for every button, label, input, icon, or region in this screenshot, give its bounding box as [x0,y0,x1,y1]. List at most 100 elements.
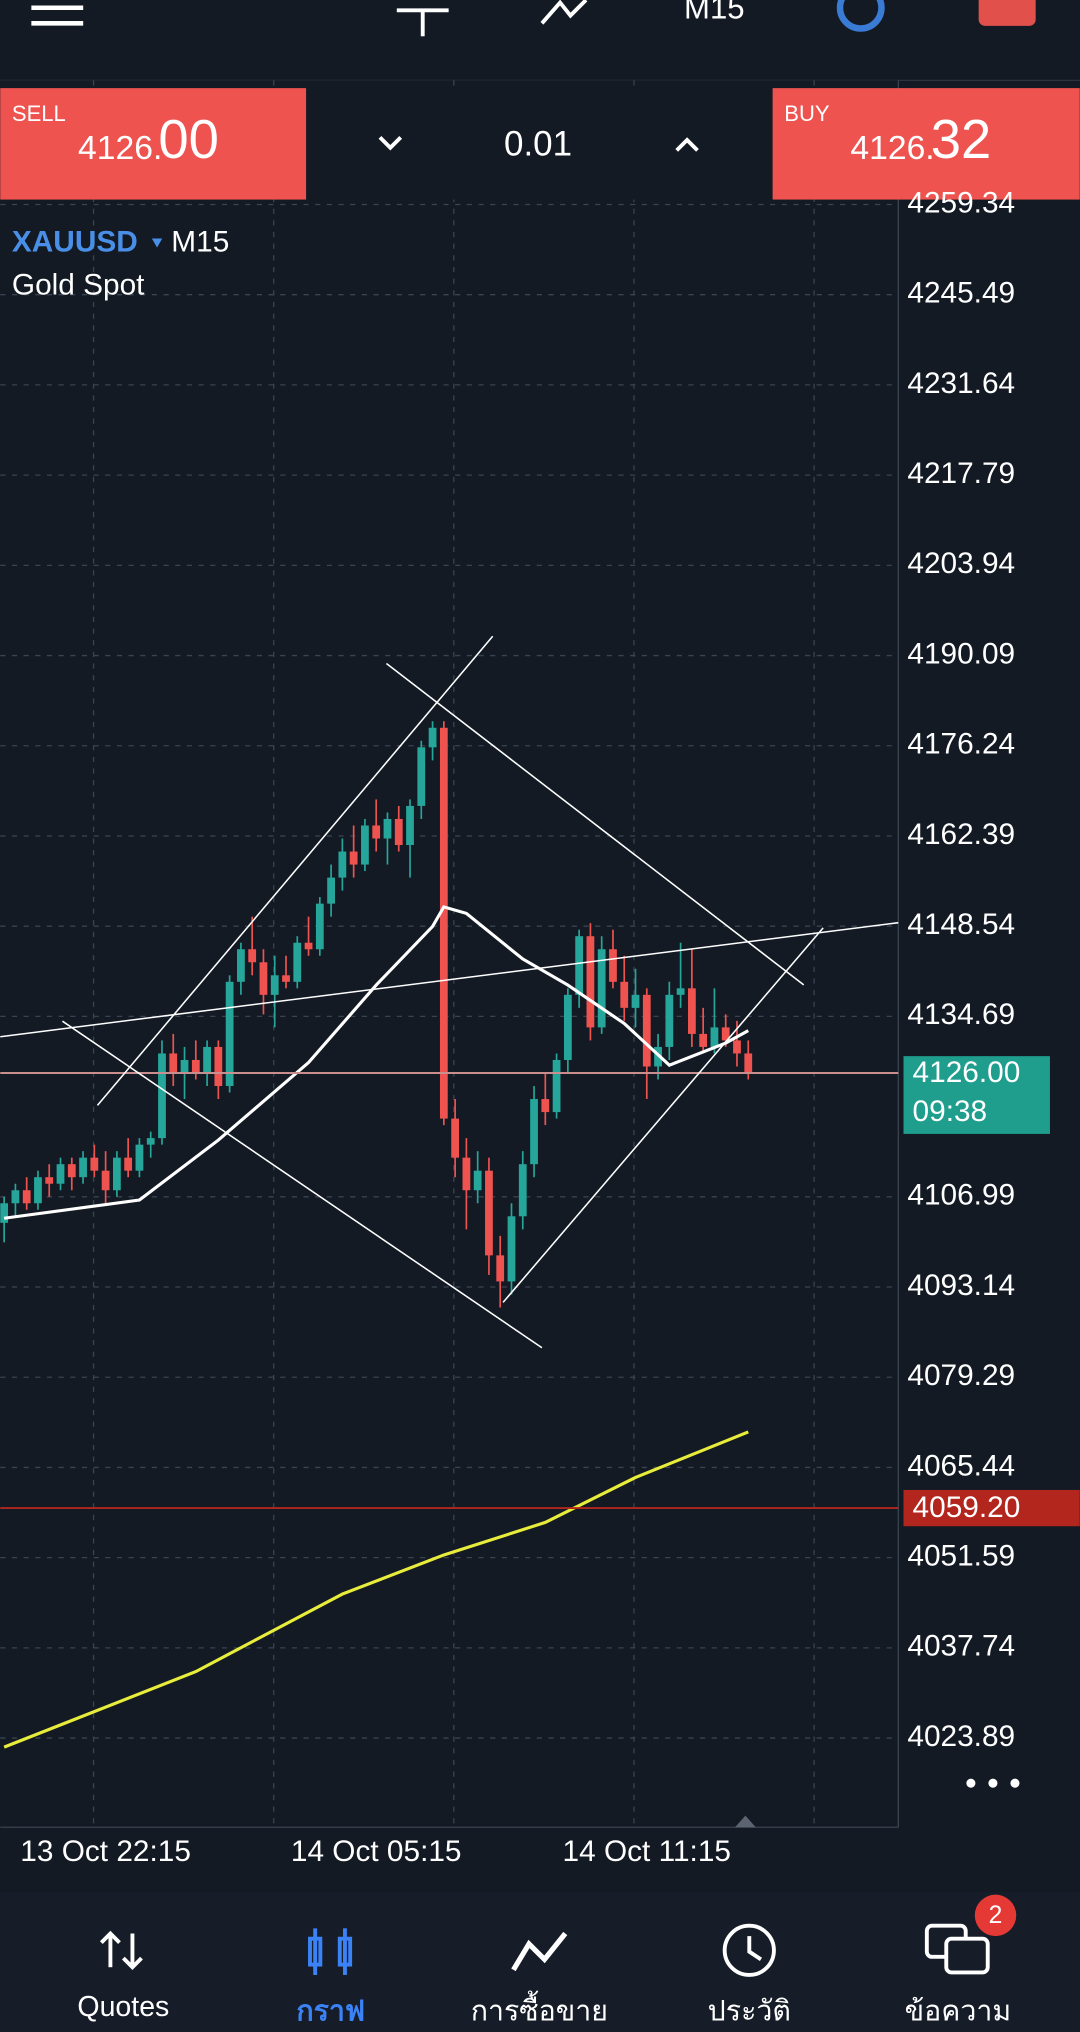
candle-body [293,942,302,982]
candle-body [112,1157,121,1191]
candle-body [462,1157,471,1191]
candle-body [34,1177,42,1204]
y-tick-label: 4148.54 [907,908,1015,941]
candle-body [485,1170,493,1256]
candle-body [417,747,426,806]
buy-label: BUY [784,101,830,126]
candle-body [361,825,369,865]
candle-body [315,903,324,950]
volume-up[interactable] [675,137,699,152]
y-tick-label: 4051.59 [907,1540,1015,1573]
y-tick-label: 4093.14 [907,1269,1015,1302]
nav-history[interactable]: ประวัติ [708,1995,791,2028]
candle-body [248,949,257,963]
candle-body [699,1033,708,1047]
candle-body [22,1190,31,1204]
trendline [385,662,805,986]
indicators-button[interactable] [540,0,588,25]
buy-box [772,88,1080,200]
candle-body [191,1059,200,1073]
candle-body [665,994,674,1047]
symbol-header: XAUUSD M15 Gold Spot [12,226,229,302]
candle-body [282,975,290,982]
objects-button[interactable] [836,0,885,32]
candle-body [744,1053,753,1073]
x-tick-label: 13 Oct 22:15 [20,1835,191,1868]
candle-body [11,1190,20,1204]
candle-body [473,1170,482,1191]
nav-messages[interactable]: ข้อความ [905,1995,1011,2028]
symbol-dropdown[interactable] [151,238,163,248]
volume-down[interactable] [378,135,403,151]
nav-trade[interactable]: การซื้อขาย [471,1991,608,2028]
volume[interactable]: 0.01 [504,125,572,164]
menu-button[interactable] [31,5,84,26]
more-button[interactable] [966,1778,1020,1788]
y-tick-label: 4134.69 [907,998,1015,1031]
trendline [62,1020,543,1349]
badge-count: 2 [989,1902,1003,1929]
symbol[interactable]: XAUUSD [12,226,138,259]
candle-body [101,1170,110,1191]
sell-price-large: 00 [158,109,219,170]
candle-body [169,1053,178,1073]
bottom-nav-bg [0,1892,1080,2032]
candle-body [158,1053,166,1139]
y-tick-label: 4245.49 [907,277,1015,310]
candle-body [146,1138,155,1145]
candle-body [372,825,381,839]
plot-area [0,80,899,1828]
sell-label: SELL [12,101,66,126]
trendline [502,927,824,1303]
candle-body [338,851,347,878]
trade-icon [511,1931,568,1972]
candle-body [496,1255,505,1282]
candle-body [586,936,595,1028]
x-tick-label: 14 Oct 05:15 [291,1835,462,1868]
price-label-box [903,1056,1050,1134]
sell-price-small: 4126. [78,130,162,167]
price-label: 4059.20 [913,1491,1021,1524]
candle-body [327,877,335,904]
candle-body [733,1040,741,1054]
scroll-marker[interactable] [735,1815,756,1828]
candle-body [90,1157,99,1171]
trade-button[interactable] [978,0,1036,26]
sell-button[interactable]: SELL 4126. 00 [0,88,307,200]
candle-body [620,981,629,1008]
y-tick-label: 4231.64 [907,367,1015,400]
candle-body [56,1164,65,1184]
candle-body [597,949,606,1028]
candle-body [563,994,572,1060]
trendline [0,921,899,1038]
timeframe-button[interactable]: M15 [684,0,745,26]
history-icon [722,1923,776,1977]
candle-body [67,1164,76,1178]
messages-icon [924,1923,990,1975]
price-label-box [903,1489,1080,1527]
y-tick-label: 4259.34 [907,186,1015,219]
crosshair-button[interactable] [396,8,449,37]
x-tick-label: 14 Oct 11:15 [563,1835,731,1868]
moving-average [3,905,750,1220]
buy-button[interactable]: BUY 4126. 32 [772,88,1080,200]
trendlines [0,635,899,1349]
candle-body [439,727,448,1119]
y-tick-label: 4065.44 [907,1449,1015,1482]
nav-quotes[interactable]: Quotes [77,1991,169,2023]
nav-chart[interactable]: กราฟ [296,1995,365,2028]
y-tick-label: 4079.29 [907,1359,1015,1392]
y-tick-label: 4203.94 [907,547,1015,580]
candle-body [45,1177,54,1184]
candle-body [676,988,685,995]
chart [0,80,899,1828]
candle-body [428,727,437,748]
bottom-nav: 2 Quotes กราฟ การซื้อขาย ประวัติ ข้อความ [0,1892,1080,2032]
candle-body [541,1099,550,1113]
symbol-description: Gold Spot [12,268,145,301]
candle-body [631,994,640,1008]
price-countdown: 09:38 [913,1095,988,1128]
candle-body [0,1203,9,1223]
candle-body [135,1144,144,1171]
